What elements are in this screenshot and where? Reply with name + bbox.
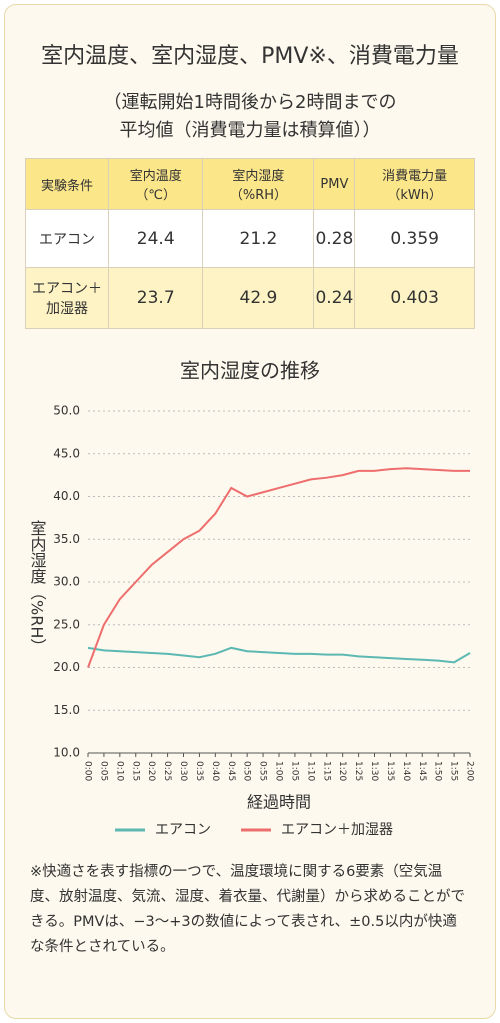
x-tick-label: 0:30 — [178, 761, 188, 781]
y-tick-label: 10.0 — [53, 746, 80, 760]
y-tick-label: 25.0 — [53, 617, 80, 631]
cell: エアコン — [25, 209, 109, 268]
cell: 24.4 — [107, 209, 204, 268]
x-tick-label: 0:05 — [98, 761, 108, 781]
cell: 0.403 — [354, 267, 475, 329]
y-tick-label: 30.0 — [53, 575, 80, 589]
x-tick-label: 1:50 — [433, 761, 443, 781]
data-line — [87, 467, 470, 668]
x-tick-label: 1:40 — [401, 761, 411, 781]
y-tick-label: 20.0 — [53, 660, 80, 674]
x-tick-label: 2:00 — [465, 761, 475, 781]
x-tick-label: 1:25 — [353, 761, 363, 781]
x-tick-label: 0:25 — [162, 761, 172, 781]
column-header: 消費電力量（kWh） — [354, 158, 475, 210]
cell: エアコン＋加湿器 — [25, 267, 109, 329]
x-tick-label: 1:30 — [369, 761, 379, 781]
x-tick-label: 0:20 — [146, 761, 156, 781]
x-tick-label: 1:10 — [305, 761, 315, 781]
subtitle: 平均値（消費電力量は積算値）） — [119, 120, 381, 141]
column-header: 室内温度（℃） — [107, 158, 204, 210]
x-tick-label: 1:55 — [449, 761, 459, 781]
column-header: 室内湿度（%RH） — [202, 158, 315, 210]
row: エアコン＋加湿器 23.7 42.9 0.24 0.403 — [25, 267, 475, 329]
x-tick-label: 0:40 — [210, 761, 220, 781]
x-tick-label: 0:45 — [226, 761, 236, 781]
cell: 0.359 — [354, 209, 475, 268]
x-tick-label: 0:00 — [83, 761, 93, 781]
x-tick-label: 1:00 — [274, 761, 284, 781]
x-tick-label: 0:50 — [242, 761, 252, 781]
cell: 23.7 — [107, 267, 204, 329]
cell: 42.9 — [202, 267, 315, 329]
legend-label: エアコン — [155, 822, 211, 838]
subtitle: （運転開始1時間後から2時間までの — [103, 92, 397, 113]
column-header: 実験条件 — [25, 158, 109, 210]
cell: 0.28 — [313, 209, 356, 268]
y-axis-label: 室内湿度（%RH） — [28, 520, 47, 654]
cell: 21.2 — [202, 209, 315, 268]
footnote: ※快適さを表す指標の一つで、温度環境に関する6要素（空気温度、放射温度、気流、湿… — [30, 864, 465, 955]
title: 室内温度、室内湿度、PMV※、消費電力量 — [41, 44, 459, 69]
x-tick-label: 1:20 — [337, 761, 347, 781]
y-tick-label: 40.0 — [53, 489, 80, 503]
legend-label: エアコン＋加湿器 — [281, 822, 393, 838]
x-tick-label: 1:05 — [289, 761, 299, 781]
x-tick-label: 0:35 — [194, 761, 204, 781]
header-row: 実験条件 室内温度（℃） 室内湿度（%RH） PMV 消費電力量（kWh） — [25, 158, 475, 210]
x-tick-label: 0:55 — [258, 761, 268, 781]
chart-title: 室内湿度の推移 — [180, 359, 320, 383]
row: エアコン 24.4 21.2 0.28 0.359 — [25, 209, 475, 268]
chart: 室内湿度の推移 室内湿度（%RH） 経過時間 10.0 15.0 20.0 25.0 3… — [28, 359, 475, 839]
table: 実験条件 室内温度（℃） 室内湿度（%RH） PMV 消費電力量（kWh） エア… — [25, 158, 475, 329]
y-tick-label: 15.0 — [53, 703, 80, 717]
x-tick-label: 1:35 — [385, 761, 395, 781]
y-tick-label: 35.0 — [53, 532, 80, 546]
x-tick-label: 1:45 — [417, 761, 427, 781]
x-tick-label: 0:15 — [130, 761, 140, 781]
x-tick-label: 0:10 — [114, 761, 124, 781]
data-line — [87, 646, 471, 664]
x-axis-label: 経過時間 — [247, 793, 311, 812]
x-tick-label: 1:15 — [321, 761, 331, 781]
y-tick-label: 50.0 — [53, 404, 80, 418]
y-tick-label: 45.0 — [53, 446, 80, 460]
